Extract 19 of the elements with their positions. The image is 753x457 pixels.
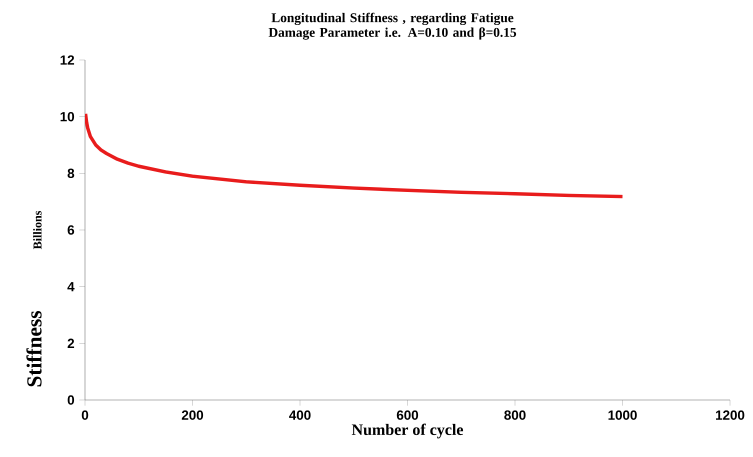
y-tick-label: 12 (60, 55, 74, 65)
x-tick-label: 200 (182, 410, 204, 420)
x-axis-title: Number of cycle (352, 424, 464, 438)
x-tick-label: 0 (82, 410, 88, 420)
y-tick-label: 2 (68, 338, 74, 348)
chart-title: Longitudinal Stiffness , regarding Fatigue Damage Parameter i.e. A=0.10 and β=0.15 (268, 12, 516, 40)
text: Billions (33, 210, 42, 250)
y-tick-label: 0 (68, 395, 74, 405)
y-tick-label: 6 (68, 225, 74, 235)
line-series (85, 112, 624, 198)
x-tick-label: 1200 (716, 410, 744, 420)
x-tick-label: 600 (396, 410, 418, 420)
y-tick-label: 4 (67, 282, 75, 292)
x-tick-label: 1000 (608, 410, 637, 420)
y-tick-label: 10 (60, 112, 74, 122)
x-tick-label: 400 (289, 410, 311, 420)
x-tick-label: 800 (504, 410, 526, 420)
y-axis-title: Stiffness (26, 311, 42, 386)
y-tick-label: 8 (68, 168, 74, 178)
